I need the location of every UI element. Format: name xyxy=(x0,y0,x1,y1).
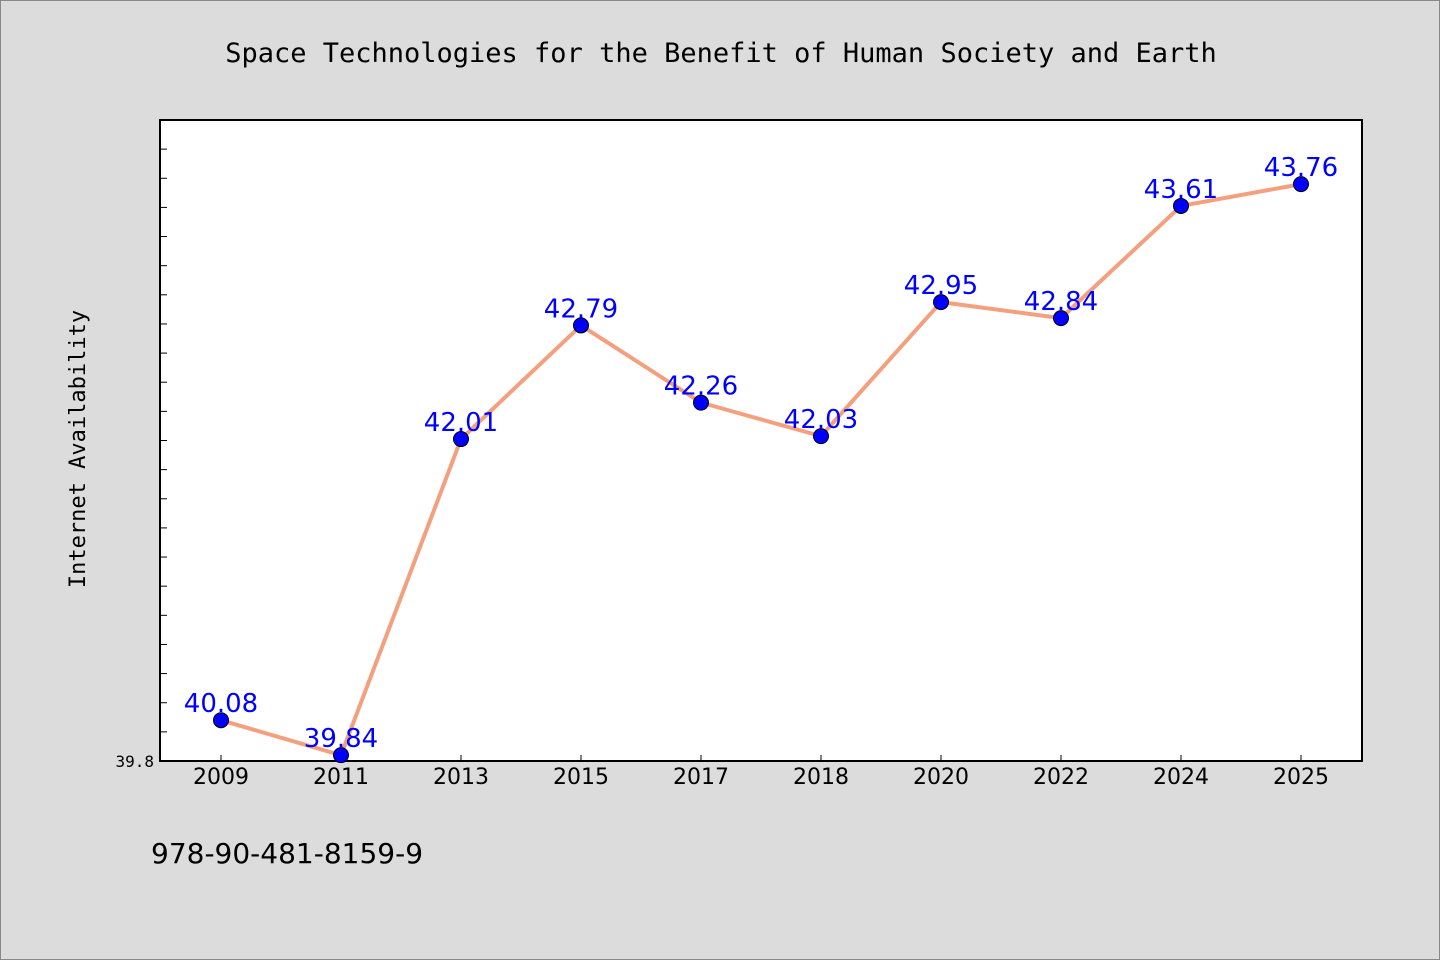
data-labels: 40.08 39.84 42.01 42.79 42.26 42.03 42.95 42.84… xyxy=(184,153,1338,754)
y-axis-label: Internet Availability xyxy=(66,310,91,588)
data-point xyxy=(813,428,829,445)
isbn-text: 978-90-481-8159-9 xyxy=(151,837,423,870)
x-tick-label: 2022 xyxy=(1033,765,1089,790)
data-point xyxy=(573,317,589,334)
x-tick-label: 2020 xyxy=(913,765,969,790)
chart-title: Space Technologies for the Benefit of Hu… xyxy=(225,38,1217,69)
data-label: 39.84 xyxy=(304,724,378,754)
x-tick-label: 2013 xyxy=(433,765,489,790)
y-axis-ticks: 39.8 xyxy=(115,119,167,771)
data-label: 42.95 xyxy=(904,271,978,301)
y-tick-label: 39.8 xyxy=(115,752,154,771)
data-point xyxy=(453,431,469,448)
data-point xyxy=(1173,197,1189,214)
series-line xyxy=(220,182,1302,758)
data-point xyxy=(933,294,949,311)
x-tick-label: 2024 xyxy=(1153,765,1209,790)
x-tick-label: 2018 xyxy=(793,765,849,790)
x-tick-label: 2009 xyxy=(193,765,249,790)
x-axis-ticks: 2009 2011 2013 2015 2017 2018 2020 2022 2024 2025 xyxy=(193,755,1329,790)
data-label: 42.26 xyxy=(664,372,738,402)
data-label: 43.61 xyxy=(1144,175,1218,205)
data-markers xyxy=(213,176,1309,764)
data-label: 43.76 xyxy=(1264,153,1338,183)
data-label: 42.01 xyxy=(424,408,498,438)
data-point xyxy=(693,394,709,411)
data-point xyxy=(1293,176,1309,193)
data-label: 42.03 xyxy=(784,405,858,435)
data-label: 42.79 xyxy=(544,294,618,324)
data-point xyxy=(1053,310,1069,327)
x-tick-label: 2011 xyxy=(313,765,369,790)
series-line-group xyxy=(220,182,1302,758)
plot-area xyxy=(159,119,1363,762)
data-label: 42.84 xyxy=(1024,287,1098,317)
x-tick-label: 2017 xyxy=(673,765,729,790)
x-tick-label: 2015 xyxy=(553,765,609,790)
data-point xyxy=(213,712,229,729)
x-tick-label: 2025 xyxy=(1273,765,1329,790)
data-point xyxy=(333,747,349,764)
data-label: 40.08 xyxy=(184,689,258,719)
